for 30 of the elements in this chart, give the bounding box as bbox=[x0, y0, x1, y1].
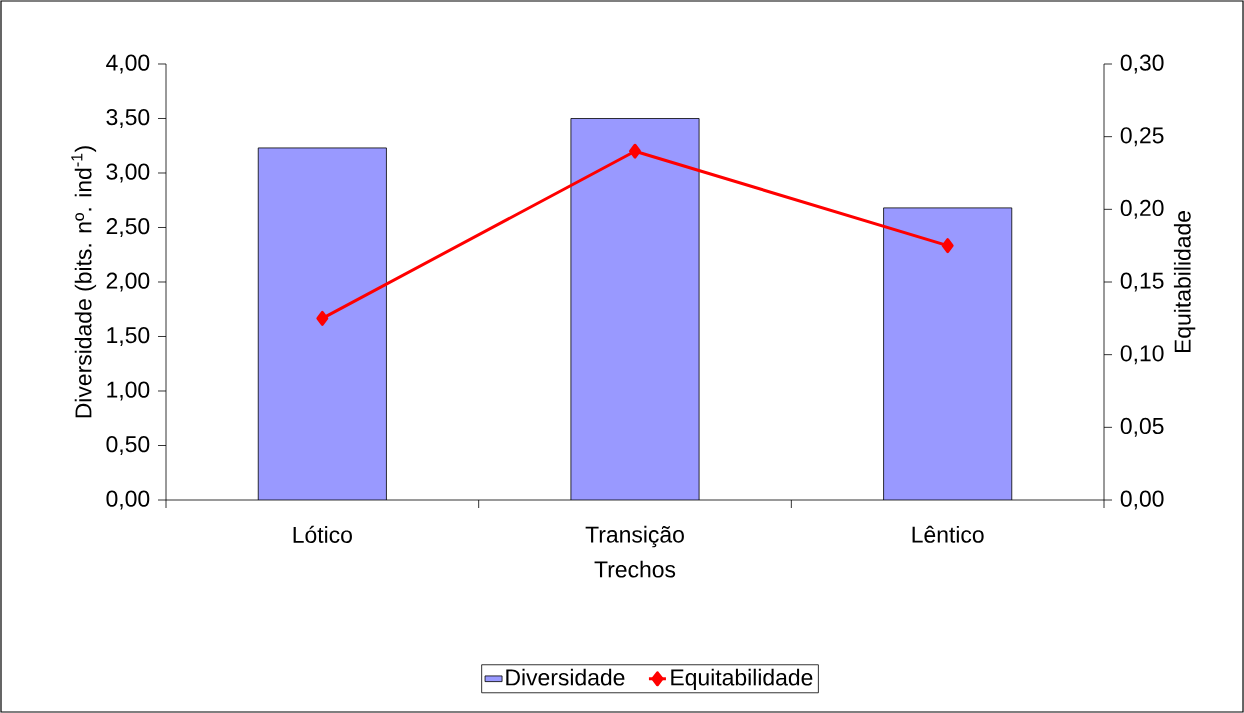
bar bbox=[570, 118, 700, 500]
y2-tick-label: 0,05 bbox=[1120, 417, 1164, 437]
y2-tick-label: 0,30 bbox=[1120, 54, 1164, 74]
point bbox=[629, 143, 641, 159]
y-tick-label: 2,50 bbox=[106, 218, 150, 237]
y-tick-label: 1,50 bbox=[107, 327, 150, 346]
y-tick-label: 1,00 bbox=[107, 381, 150, 401]
x-tick-label: Lótico bbox=[293, 525, 352, 543]
point bbox=[941, 238, 954, 254]
y-tick-label: 4,00 bbox=[106, 54, 150, 74]
y-tick-label: 3,50 bbox=[106, 109, 150, 128]
legend-label: Equitabilidade bbox=[671, 668, 813, 691]
y2-tick-label: 0,00 bbox=[1120, 490, 1164, 510]
legend-label: Diversidade bbox=[506, 668, 625, 686]
y2-tick-label: 0,10 bbox=[1120, 345, 1164, 365]
y-tick-label: 2,00 bbox=[106, 272, 150, 292]
y2-axis-title: Equitabilidade bbox=[1173, 211, 1196, 353]
point bbox=[316, 310, 329, 326]
y-axis-title: Diversidade (bits. nº. ind$^{-1}$) bbox=[71, 146, 97, 418]
x-tick-label: Lêntico bbox=[912, 525, 984, 543]
y-tick-label: 0,00 bbox=[106, 490, 150, 510]
x-tick-label: Transição bbox=[585, 525, 684, 548]
y2-tick-label: 0,15 bbox=[1120, 272, 1164, 292]
y-tick-label: 3,00 bbox=[106, 163, 150, 183]
y2-tick-label: 0,20 bbox=[1120, 199, 1164, 219]
y-tick-label: 0,50 bbox=[106, 436, 150, 455]
bar bbox=[258, 147, 387, 500]
bar bbox=[883, 207, 1013, 500]
x-axis-title: Trechos bbox=[594, 560, 676, 578]
y2-tick-label: 0,25 bbox=[1120, 127, 1164, 147]
